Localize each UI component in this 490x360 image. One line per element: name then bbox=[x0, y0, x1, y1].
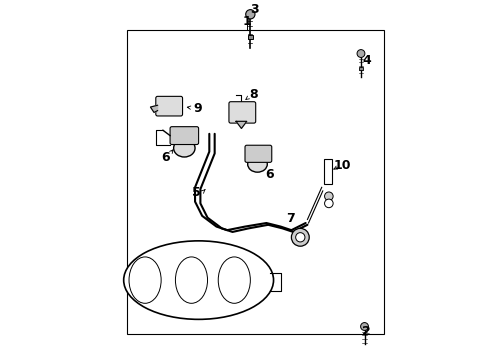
Text: 7: 7 bbox=[286, 212, 295, 225]
Circle shape bbox=[245, 10, 255, 19]
FancyBboxPatch shape bbox=[248, 35, 253, 39]
Ellipse shape bbox=[129, 257, 161, 303]
Text: 9: 9 bbox=[194, 102, 202, 115]
FancyBboxPatch shape bbox=[245, 145, 272, 162]
Ellipse shape bbox=[247, 156, 268, 172]
Text: 10: 10 bbox=[334, 159, 351, 172]
Text: 3: 3 bbox=[251, 3, 259, 16]
FancyBboxPatch shape bbox=[229, 102, 256, 123]
Text: 4: 4 bbox=[362, 54, 371, 67]
Text: 5: 5 bbox=[193, 186, 201, 199]
Circle shape bbox=[357, 50, 365, 58]
Circle shape bbox=[295, 233, 305, 242]
Text: 6: 6 bbox=[266, 168, 274, 181]
FancyBboxPatch shape bbox=[323, 159, 332, 184]
Text: 6: 6 bbox=[162, 150, 170, 163]
Ellipse shape bbox=[123, 241, 273, 319]
Circle shape bbox=[324, 199, 333, 208]
Circle shape bbox=[292, 228, 309, 246]
Ellipse shape bbox=[218, 257, 250, 303]
Text: 1: 1 bbox=[243, 15, 251, 28]
Circle shape bbox=[324, 192, 333, 201]
Ellipse shape bbox=[175, 257, 208, 303]
Ellipse shape bbox=[173, 139, 195, 157]
FancyBboxPatch shape bbox=[359, 67, 363, 70]
Text: 2: 2 bbox=[362, 325, 371, 338]
FancyBboxPatch shape bbox=[127, 30, 384, 334]
FancyBboxPatch shape bbox=[156, 96, 183, 116]
Text: 8: 8 bbox=[249, 88, 258, 101]
Polygon shape bbox=[236, 121, 247, 129]
Circle shape bbox=[361, 323, 368, 330]
FancyBboxPatch shape bbox=[170, 127, 198, 144]
Polygon shape bbox=[150, 105, 158, 112]
